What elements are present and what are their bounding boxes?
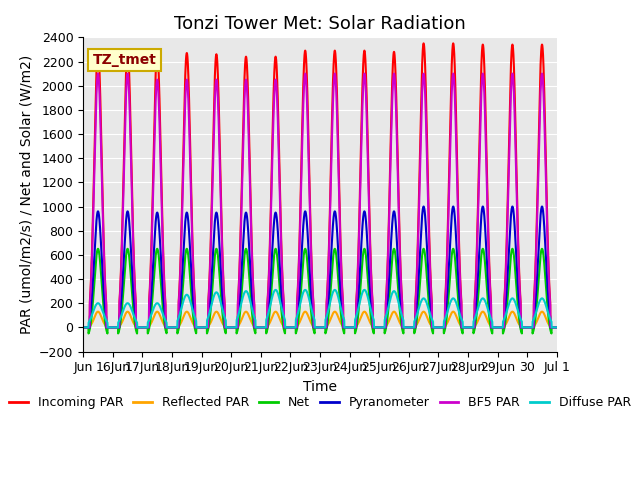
Diffuse PAR xyxy=(79,324,87,330)
Reflected PAR xyxy=(449,309,457,314)
Diffuse PAR xyxy=(485,310,493,315)
Pyranometer xyxy=(177,285,185,290)
Line: BF5 PAR: BF5 PAR xyxy=(83,73,557,327)
BF5 PAR xyxy=(553,324,561,330)
Incoming PAR xyxy=(449,41,457,47)
Reflected PAR xyxy=(553,324,561,330)
Reflected PAR xyxy=(178,319,186,324)
Reflected PAR xyxy=(363,311,371,317)
BF5 PAR xyxy=(363,105,371,111)
Net xyxy=(473,312,481,318)
Line: Net: Net xyxy=(83,249,557,334)
Line: Pyranometer: Pyranometer xyxy=(83,206,557,327)
BF5 PAR xyxy=(449,71,457,77)
BF5 PAR xyxy=(473,260,481,266)
Incoming PAR xyxy=(485,249,493,254)
Pyranometer xyxy=(449,204,457,209)
BF5 PAR xyxy=(79,324,87,330)
Net xyxy=(94,246,102,252)
Pyranometer xyxy=(362,223,370,228)
BF5 PAR xyxy=(337,262,345,267)
Pyranometer xyxy=(553,324,561,330)
Legend: Incoming PAR, Reflected PAR, Net, Pyranometer, BF5 PAR, Diffuse PAR: Incoming PAR, Reflected PAR, Net, Pyrano… xyxy=(4,391,636,414)
Reflected PAR xyxy=(94,309,102,314)
Incoming PAR xyxy=(337,252,345,258)
Incoming PAR xyxy=(473,253,481,259)
Reflected PAR xyxy=(485,320,493,326)
Net xyxy=(499,331,507,336)
Incoming PAR xyxy=(449,40,457,46)
Diffuse PAR xyxy=(363,290,371,296)
Line: Diffuse PAR: Diffuse PAR xyxy=(83,290,557,327)
Pyranometer xyxy=(337,294,345,300)
Y-axis label: PAR (umol/m2/s) / Net and Solar (W/m2): PAR (umol/m2/s) / Net and Solar (W/m2) xyxy=(20,55,33,334)
Reflected PAR xyxy=(473,321,481,326)
Pyranometer xyxy=(79,324,87,330)
X-axis label: Time: Time xyxy=(303,380,337,394)
Line: Incoming PAR: Incoming PAR xyxy=(83,43,557,327)
Diffuse PAR xyxy=(272,287,280,293)
Line: Reflected PAR: Reflected PAR xyxy=(83,312,557,327)
Incoming PAR xyxy=(79,324,87,330)
Diffuse PAR xyxy=(449,296,457,301)
Diffuse PAR xyxy=(177,305,185,311)
Pyranometer xyxy=(538,204,546,209)
Net xyxy=(363,258,371,264)
Incoming PAR xyxy=(553,324,561,330)
BF5 PAR xyxy=(485,256,493,262)
Net xyxy=(178,302,186,308)
Diffuse PAR xyxy=(473,310,481,316)
Incoming PAR xyxy=(177,229,185,235)
Reflected PAR xyxy=(337,321,345,326)
Diffuse PAR xyxy=(337,306,345,312)
Net xyxy=(337,312,345,318)
Diffuse PAR xyxy=(553,324,561,330)
Text: TZ_tmet: TZ_tmet xyxy=(93,53,157,67)
Net xyxy=(485,311,493,316)
Pyranometer xyxy=(473,295,481,301)
Net xyxy=(553,324,561,330)
Net xyxy=(79,324,87,330)
Net xyxy=(449,246,457,252)
BF5 PAR xyxy=(94,71,102,76)
Pyranometer xyxy=(485,290,493,296)
Incoming PAR xyxy=(362,82,370,87)
Reflected PAR xyxy=(79,324,87,330)
Title: Tonzi Tower Met: Solar Radiation: Tonzi Tower Met: Solar Radiation xyxy=(174,15,466,33)
BF5 PAR xyxy=(178,235,186,241)
